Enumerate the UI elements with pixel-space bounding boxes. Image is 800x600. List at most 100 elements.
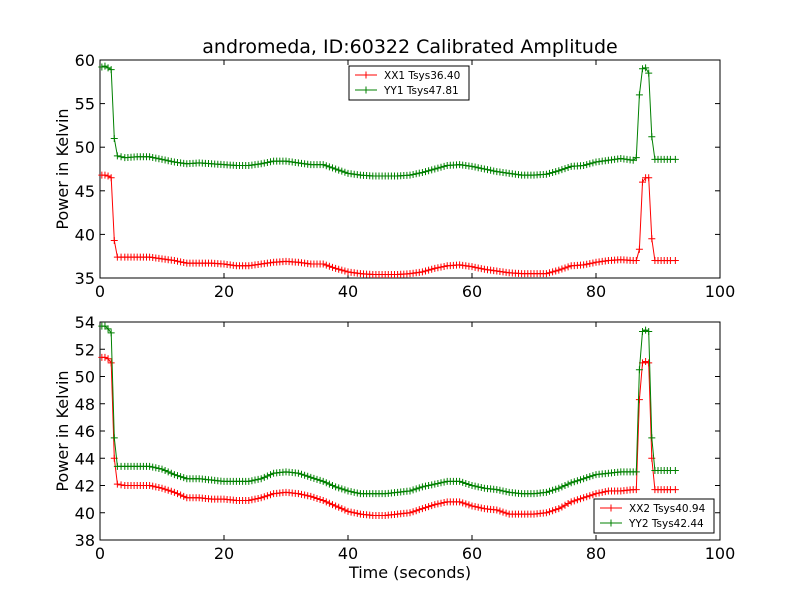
data-marker [257, 475, 265, 483]
data-marker [104, 325, 112, 333]
data-marker [428, 265, 436, 273]
data-marker [487, 166, 495, 174]
data-marker [341, 168, 349, 176]
y-tick-label: 40 [75, 225, 95, 244]
data-marker [319, 161, 327, 169]
data-marker [555, 484, 563, 492]
data-marker [434, 500, 442, 508]
data-marker [468, 162, 476, 170]
data-marker [260, 493, 268, 501]
data-marker [101, 171, 109, 179]
data-marker [101, 353, 109, 361]
subplot-2: 0 20 40 60 80 100 38 40 42 44 46 48 50 52 54 Power in K… [53, 313, 735, 582]
data-marker [558, 265, 566, 273]
data-marker [586, 473, 594, 481]
y-tick-label: 55 [75, 95, 95, 114]
data-marker [155, 484, 163, 492]
data-marker [325, 262, 333, 270]
data-marker [431, 501, 439, 509]
legend-marker [607, 504, 615, 512]
data-marker [332, 483, 340, 491]
data-marker [177, 258, 185, 266]
data-marker [260, 159, 268, 167]
data-marker [437, 479, 445, 487]
data-marker [329, 164, 336, 172]
data-marker [546, 487, 553, 495]
x-tick-label: 20 [214, 282, 234, 301]
data-marker [558, 503, 566, 511]
data-marker [671, 155, 679, 163]
data-marker [174, 257, 181, 265]
data-marker [642, 358, 650, 366]
data-marker [161, 156, 169, 164]
data-marker [406, 509, 414, 517]
data-marker [248, 477, 256, 485]
x-tick-label: 80 [586, 282, 606, 301]
data-marker [440, 162, 448, 170]
y-tick-label: 38 [75, 531, 95, 550]
data-marker [263, 492, 271, 500]
data-marker [474, 483, 482, 491]
series-xx2 [98, 353, 679, 519]
data-marker [418, 168, 426, 176]
data-marker [496, 486, 504, 494]
data-marker [341, 486, 349, 494]
data-marker [263, 472, 271, 480]
data-marker [456, 477, 464, 485]
y-tick-label: 48 [75, 395, 95, 414]
data-marker [437, 263, 445, 271]
data-marker [471, 482, 479, 490]
data-marker [468, 502, 476, 510]
data-marker [319, 477, 327, 485]
data-marker [542, 509, 550, 517]
data-marker [437, 499, 445, 507]
data-marker [425, 266, 433, 274]
data-marker [170, 471, 178, 479]
data-marker [174, 490, 181, 498]
data-marker [174, 472, 181, 480]
data-marker [325, 499, 333, 507]
data-marker [335, 166, 343, 174]
data-marker [589, 159, 597, 167]
data-marker [257, 494, 265, 502]
data-marker [632, 486, 640, 494]
data-marker [502, 509, 510, 517]
legend-label: XX2 Tsys40.94 [629, 503, 706, 515]
x-tick-label: 0 [95, 544, 105, 563]
data-marker [595, 489, 603, 497]
data-marker [254, 494, 262, 502]
data-marker [344, 507, 352, 515]
data-marker [555, 266, 563, 274]
data-marker [341, 506, 349, 514]
data-marker [465, 480, 473, 488]
legend-label: YY1 Tsys47.81 [383, 85, 459, 97]
data-marker [561, 264, 569, 272]
data-marker [418, 505, 426, 513]
data-marker [146, 482, 154, 489]
data-marker [350, 488, 358, 496]
data-marker [341, 267, 349, 275]
x-tick-label: 60 [462, 544, 482, 563]
data-marker [418, 483, 426, 491]
data-marker [164, 486, 172, 494]
y-tick-label: 50 [75, 368, 95, 387]
data-marker [170, 257, 178, 265]
data-marker [577, 476, 584, 484]
data-marker [564, 163, 572, 171]
data-marker [586, 492, 594, 500]
x-tick-label: 40 [338, 544, 358, 563]
data-marker [254, 475, 262, 483]
subplot-1: 0 20 40 60 80 100 35 40 45 50 55 60 Power in Kelvin X… [53, 51, 735, 301]
data-marker [671, 486, 679, 494]
data-marker [592, 490, 600, 498]
data-marker [589, 259, 597, 267]
data-marker [245, 477, 253, 485]
data-marker [462, 500, 470, 508]
data-marker [480, 165, 488, 173]
data-marker [542, 270, 550, 278]
data-marker [322, 261, 330, 269]
data-marker [561, 482, 569, 489]
legend-label: YY2 Tsys42.44 [628, 518, 704, 530]
data-marker [671, 257, 679, 265]
legend: XX2 Tsys40.94 YY2 Tsys42.44 [593, 498, 715, 534]
